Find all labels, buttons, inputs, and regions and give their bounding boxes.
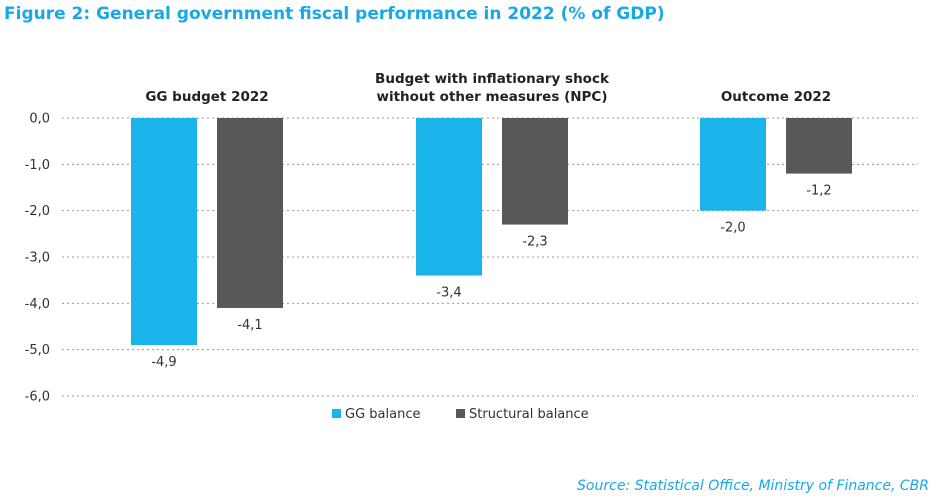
data-label: -2,3: [522, 235, 547, 250]
data-label: -4,1: [237, 318, 262, 333]
y-tick-label: -5,0: [25, 343, 50, 358]
legend-label-gg-balance: GG balance: [345, 407, 420, 422]
data-label: -4,9: [151, 355, 176, 370]
category-label: Budget with inflationary shock without ot…: [375, 71, 610, 105]
bar-structural-balance: [217, 118, 283, 308]
bar-gg-balance: [416, 118, 482, 276]
y-tick-label: -2,0: [25, 204, 50, 219]
figure-title: Figure 2: General government fiscal perf…: [4, 4, 665, 24]
category-label: Outcome 2022: [721, 89, 831, 105]
bar-gg-balance: [131, 118, 197, 346]
y-tick-label: -3,0: [25, 251, 50, 266]
y-tick-label: -4,0: [25, 297, 50, 312]
y-tick-label: -1,0: [25, 158, 50, 173]
legend-label-structural-balance: Structural balance: [469, 407, 589, 422]
bar-gg-balance: [700, 118, 766, 211]
y-tick-label: -6,0: [25, 390, 50, 405]
bar-structural-balance: [502, 118, 568, 225]
bar-structural-balance: [786, 118, 852, 174]
legend-swatch-structural-balance: [456, 409, 465, 418]
data-label: -3,4: [436, 286, 461, 301]
data-label: -2,0: [720, 221, 745, 236]
category-label: GG budget 2022: [145, 89, 268, 105]
legend-swatch-gg-balance: [332, 409, 341, 418]
bar-chart: 0,0 -1,0 -2,0 -3,0 -4,0 -5,0 -6,0 -4,9 -3,4 -2,0 -…: [25, 71, 918, 422]
source-note: Source: Statistical Office, Ministry of …: [577, 478, 929, 494]
y-tick-label: 0,0: [29, 112, 50, 127]
data-label: -1,2: [806, 184, 831, 199]
